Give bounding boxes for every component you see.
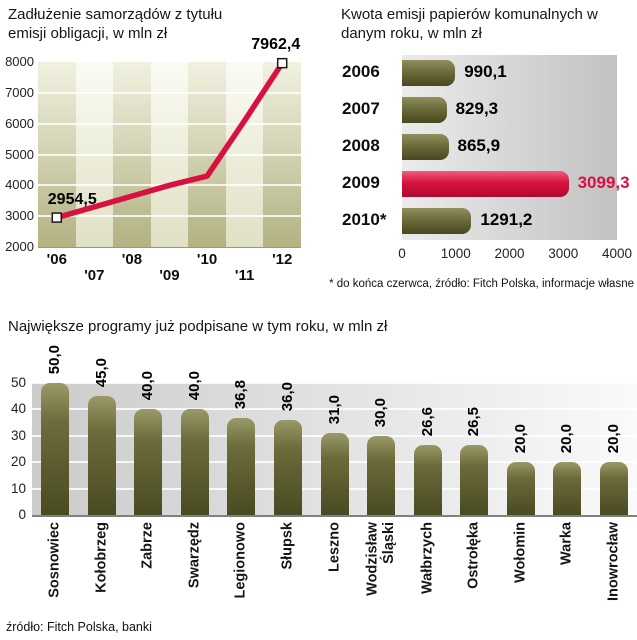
category-label: Wałbrzych <box>419 522 436 594</box>
y-axis-label: 20 <box>10 454 26 470</box>
bar <box>274 420 302 515</box>
bar <box>402 171 569 197</box>
value-label: 50,0 <box>46 344 64 374</box>
data-label-first: 2954,5 <box>47 190 97 208</box>
y-axis-label: 4000 <box>5 177 34 193</box>
category-label: Leszno <box>326 522 343 572</box>
bar <box>180 409 209 515</box>
category-label: Warka <box>558 522 575 565</box>
gridline <box>38 153 301 156</box>
category-label: 2010* <box>342 210 387 229</box>
y-axis-label: 8000 <box>5 54 34 69</box>
value-label: 26,6 <box>418 406 436 436</box>
value-label: 829,3 <box>455 99 499 118</box>
x-axis-label: '08 <box>121 251 143 268</box>
category-label: 2006 <box>342 62 380 81</box>
y-axis-label: 30 <box>10 427 26 443</box>
bar <box>460 445 489 515</box>
category-label: Inowrocław <box>605 522 622 601</box>
y-axis-label: 5000 <box>5 146 34 162</box>
vbar-chart-title: Największe programy już podpisane w tym … <box>8 318 388 335</box>
value-label: 36,0 <box>279 381 296 411</box>
bar <box>506 462 535 515</box>
bar <box>320 433 349 515</box>
bar <box>41 383 70 515</box>
category-label: 2008 <box>342 136 380 155</box>
category-label: Wodzisław Śląski <box>364 522 397 596</box>
gridline <box>32 408 637 411</box>
bar <box>402 97 447 123</box>
x-tick-label: 2000 <box>494 246 525 261</box>
category-label: Swarzędz <box>186 522 203 589</box>
y-axis-label: 40 <box>10 401 26 417</box>
bar <box>553 462 582 515</box>
x-tick-label: 4000 <box>601 246 633 261</box>
category-label: Wołomin <box>512 522 529 583</box>
category-label: 2007 <box>342 99 380 118</box>
bar <box>599 462 628 515</box>
value-label: 3099,3 <box>577 173 630 192</box>
x-tick-label: 0 <box>398 246 406 261</box>
y-axis-label: 10 <box>10 480 26 496</box>
value-label: 45,0 <box>92 358 110 388</box>
category-label: Sosnowiec <box>46 522 63 598</box>
value-label: 20,0 <box>604 424 622 454</box>
gridline <box>38 215 301 218</box>
hbar-chart-title: Kwota emisji papierów komunalnych w dany… <box>341 6 598 42</box>
value-label: 40,0 <box>139 371 157 401</box>
bar <box>402 134 449 160</box>
x-tick-label: 3000 <box>548 246 579 261</box>
bar <box>402 208 472 234</box>
line-chart-plot: 8000 7000 6000 5000 4000 3000 2000 '06 '07 '08 '09… <box>5 36 301 284</box>
category-label: Legionowo <box>233 522 250 599</box>
category-label: Słupsk <box>279 522 296 570</box>
x-tick-label: 1000 <box>440 246 471 261</box>
category-label: 2009 <box>342 173 380 192</box>
y-axis-label: 3000 <box>5 208 34 224</box>
data-label-last: 7962,4 <box>251 36 301 54</box>
y-axis-label: 2000 <box>5 239 34 254</box>
value-label: 990,1 <box>464 62 507 81</box>
bar <box>413 444 442 515</box>
y-axis-label: 6000 <box>5 115 34 131</box>
gridline <box>32 382 637 384</box>
line-chart-title: Zadłużenie samorządów z tytułu emisji ob… <box>8 6 223 42</box>
bar <box>227 417 256 515</box>
x-axis-label: '09 <box>159 267 180 284</box>
x-axis-label: '10 <box>196 251 218 268</box>
x-axis-label: '11 <box>234 267 255 284</box>
gridline <box>38 122 301 125</box>
vbar-chart-plot: 50 40 30 20 10 0 50,0 Sosnowiec 45,0 Kołobrzeg 40,… <box>11 345 637 601</box>
gridline <box>38 91 301 94</box>
category-label: Ostrołęka <box>465 522 482 589</box>
y-axis-label: 50 <box>10 375 26 390</box>
y-axis-label: 0 <box>18 507 26 522</box>
value-label: 865,9 <box>457 136 501 155</box>
debt-line-series <box>51 57 288 223</box>
x-axis-label: '06 <box>46 251 67 268</box>
value-label: 26,5 <box>465 406 483 436</box>
bar <box>134 409 163 515</box>
bar <box>402 60 456 86</box>
x-axis-label: '07 <box>84 267 105 284</box>
value-label: 20,0 <box>511 424 529 454</box>
bar <box>87 396 116 515</box>
category-label: Zabrze <box>139 522 156 569</box>
value-label: 20,0 <box>558 424 576 454</box>
value-label: 40,0 <box>185 371 203 401</box>
value-label: 31,0 <box>325 395 343 425</box>
bar <box>367 435 395 515</box>
category-label: Kołobrzeg <box>93 522 110 593</box>
x-axis-label: '12 <box>272 251 293 268</box>
chart-footnote: * do końca czerwca, źródło: Fitch Polska… <box>329 278 634 290</box>
source-note: źródło: Fitch Polska, banki <box>6 620 152 634</box>
value-label: 36,8 <box>232 379 250 409</box>
hbar-chart-plot: 2006 990,1 2007 829,3 2008 865,9 2009 3099,3 201… <box>342 55 637 261</box>
value-label: 1291,2 <box>480 210 533 229</box>
y-axis-label: 7000 <box>5 84 34 100</box>
value-label: 30,0 <box>372 397 389 427</box>
